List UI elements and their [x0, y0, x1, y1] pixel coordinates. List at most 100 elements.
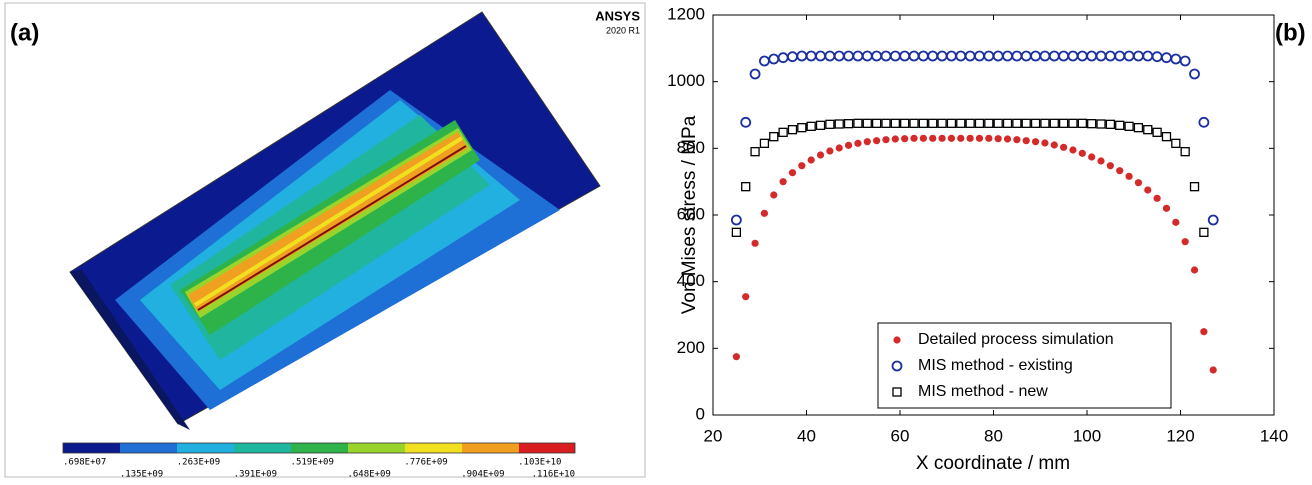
data-point: [995, 135, 1002, 142]
data-point: [742, 293, 749, 300]
y-tick-label: 800: [677, 138, 705, 157]
y-tick-label: 400: [677, 271, 705, 290]
data-point: [732, 228, 740, 236]
data-point: [1041, 139, 1048, 146]
data-point: [919, 52, 928, 61]
data-point: [826, 120, 834, 128]
data-point: [1162, 133, 1170, 141]
data-point: [1191, 266, 1198, 273]
logo: ANSYS: [595, 8, 640, 23]
data-point: [1097, 157, 1104, 164]
data-point: [835, 120, 843, 128]
data-point: [1154, 195, 1161, 202]
panel-label: (a): [10, 19, 39, 46]
x-tick-label: 20: [704, 426, 723, 445]
data-point: [910, 119, 918, 127]
data-point: [1116, 167, 1123, 174]
data-point: [1050, 119, 1058, 127]
data-point: [1200, 228, 1208, 236]
data-point: [882, 136, 889, 143]
colorbar-label: .648E+09: [347, 470, 390, 480]
data-point: [975, 52, 984, 61]
data-point: [1125, 173, 1132, 180]
data-point: [1078, 52, 1087, 61]
data-point: [1172, 139, 1180, 147]
figure: (a) ANSYS 2020 R1 (b) X coordinate / mm …: [0, 0, 1312, 480]
data-point: [1134, 124, 1142, 132]
data-point: [1004, 119, 1012, 127]
data-point: [1097, 120, 1105, 128]
data-point: [966, 119, 974, 127]
data-point: [760, 139, 768, 147]
data-point: [1190, 70, 1199, 79]
data-point: [741, 118, 750, 127]
data-point: [938, 135, 945, 142]
data-point: [1060, 119, 1068, 127]
x-tick-label: 140: [1260, 426, 1288, 445]
colorbar-label: .698E+07: [63, 458, 106, 468]
data-point: [1078, 119, 1086, 127]
data-point: [1181, 57, 1190, 66]
data-point: [1143, 52, 1152, 61]
data-point: [751, 70, 760, 79]
data-point: [1069, 119, 1077, 127]
x-axis-label: X coordinate / mm: [916, 453, 1070, 474]
data-point: [1106, 120, 1114, 128]
data-point: [938, 52, 947, 61]
data-point: [910, 135, 917, 142]
data-point: [1087, 52, 1096, 61]
data-point: [816, 52, 825, 61]
data-point: [1182, 238, 1189, 245]
data-point: [985, 135, 992, 142]
data-point: [1031, 52, 1040, 61]
data-point: [845, 142, 852, 149]
x-tick-label: 120: [1166, 426, 1194, 445]
data-point: [929, 135, 936, 142]
data-point: [1022, 119, 1030, 127]
data-point: [910, 52, 919, 61]
colorbar-label: .103E+10: [518, 458, 561, 468]
data-point: [780, 178, 787, 185]
data-point: [845, 120, 853, 128]
x-tick-label: 80: [984, 426, 1003, 445]
data-point: [1088, 153, 1095, 160]
data-point: [742, 183, 750, 191]
data-point: [844, 52, 853, 61]
data-point: [966, 52, 975, 61]
data-point: [863, 119, 871, 127]
data-point: [928, 52, 937, 61]
data-point: [779, 128, 787, 136]
legend-label: MIS method - new: [918, 383, 1048, 400]
colorbar-label: .263E+09: [177, 458, 220, 468]
data-point: [900, 52, 909, 61]
data-point: [1106, 52, 1115, 61]
data-point: [854, 140, 861, 147]
data-point: [892, 135, 899, 142]
data-point: [1012, 52, 1021, 61]
data-point: [1135, 179, 1142, 186]
data-point: [1116, 121, 1124, 129]
data-point: [788, 52, 797, 61]
data-point: [1171, 55, 1180, 64]
data-point: [882, 119, 890, 127]
data-point: [994, 119, 1002, 127]
data-point: [779, 53, 788, 62]
data-point: [1032, 138, 1039, 145]
data-point: [976, 135, 983, 142]
data-point: [872, 52, 881, 61]
data-point: [835, 52, 844, 61]
data-point: [1200, 328, 1207, 335]
data-point: [1059, 52, 1068, 61]
data-point: [789, 169, 796, 176]
data-point: [1097, 52, 1106, 61]
data-point: [873, 119, 881, 127]
data-point: [836, 144, 843, 151]
data-point: [938, 119, 946, 127]
data-point: [1134, 52, 1143, 61]
data-point: [1115, 52, 1124, 61]
data-point: [1023, 137, 1030, 144]
data-point: [825, 52, 834, 61]
data-point: [1191, 183, 1199, 191]
legend-marker: [893, 336, 900, 343]
colorbar-label: .776E+09: [404, 458, 447, 468]
